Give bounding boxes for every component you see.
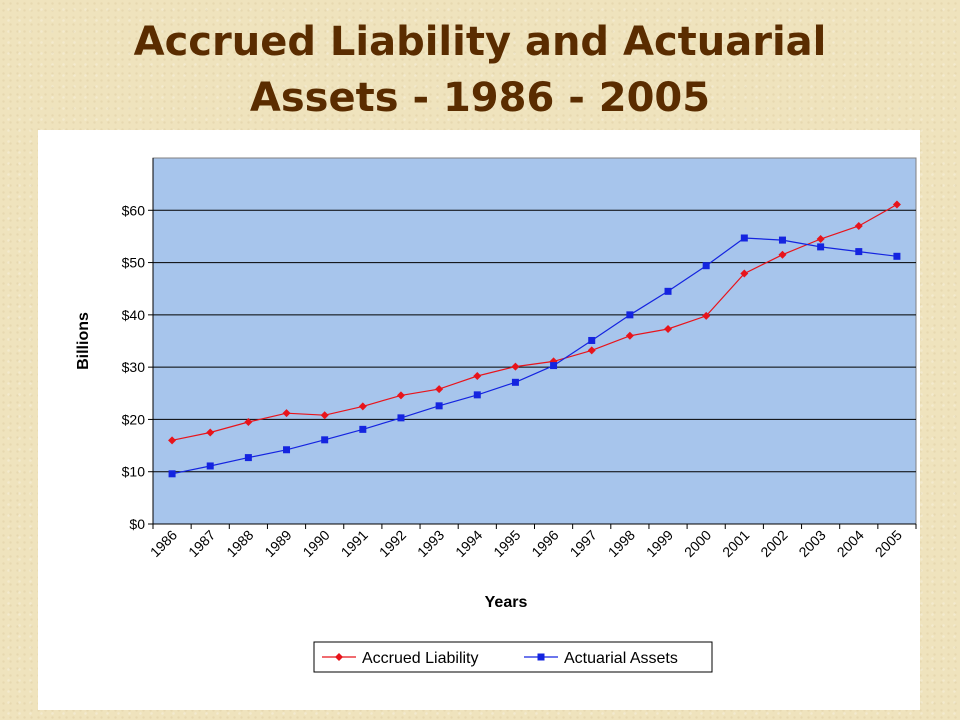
y-axis: $0 $10 $20 $30 $40 $50 $60: [122, 158, 154, 532]
x-tick-label: 1998: [605, 527, 638, 560]
data-point: [435, 402, 443, 410]
x-tick-label: 2000: [681, 527, 714, 560]
series-line: [171, 203, 898, 441]
x-tick-label: 2004: [834, 527, 867, 560]
data-point: [702, 262, 710, 270]
data-point: [359, 425, 367, 433]
data-point: [778, 250, 787, 259]
x-tick-label: 1992: [376, 527, 409, 560]
y-tick-label: $10: [122, 464, 146, 480]
data-point: [397, 414, 405, 422]
data-point: [320, 411, 329, 420]
x-tick-label: 2005: [872, 527, 905, 560]
legend: Accrued Liability Actuarial Assets: [313, 641, 713, 673]
data-point: [282, 409, 291, 418]
data-point: [892, 200, 901, 209]
data-point: [511, 378, 519, 386]
data-point: [206, 462, 214, 470]
x-axis: 1986 1987 1988 1989 1990 1991 1992 1993 1994 1995…: [147, 523, 917, 560]
data-point: [473, 372, 482, 381]
data-point: [702, 311, 711, 320]
x-tick-label: 1997: [567, 527, 600, 560]
x-tick-label: 2003: [795, 527, 828, 560]
data-point: [511, 362, 520, 371]
x-tick-label: 1987: [185, 527, 218, 560]
legend-label: Actuarial Assets: [564, 650, 678, 667]
y-tick-label: $30: [122, 359, 146, 375]
data-point: [168, 470, 176, 478]
data-point: [817, 243, 825, 251]
x-tick-label: 1995: [490, 527, 523, 560]
data-point: [855, 248, 863, 256]
x-tick-label: 1989: [261, 527, 294, 560]
line-chart: $0$10$20$30$40$50$60 1986 1987 1988 1989 199…: [75, 157, 917, 673]
slide-title-line-2: Assets - 1986 - 2005: [249, 75, 711, 121]
series-actuarial-assets: [168, 234, 901, 478]
y-axis-label: Billions: [75, 312, 92, 370]
legend-marker: [537, 653, 545, 661]
data-point: [740, 269, 749, 278]
series-layer: [168, 200, 901, 478]
data-point: [587, 346, 596, 355]
y-tick-label: $50: [122, 255, 146, 271]
y-tick-label: $0: [129, 516, 145, 532]
chart-panel: $0 $10 $20 $30 $40 $50 $60 1986 1987 1988 1989 199…: [38, 130, 920, 710]
data-point: [854, 221, 863, 230]
data-point: [283, 446, 291, 454]
data-point: [473, 391, 481, 399]
data-point: [626, 311, 634, 319]
data-point: [588, 336, 596, 344]
slide-title: Accrued Liability and Actuarial Assets -…: [0, 14, 960, 126]
slide-title-line-1: Accrued Liability and Actuarial: [133, 19, 827, 65]
gridlines: [153, 209, 916, 473]
x-tick-label: 1991: [338, 527, 371, 560]
data-point: [435, 385, 444, 394]
y-tick-label: $20: [122, 411, 146, 427]
plot-area: [152, 157, 917, 525]
legend-label: Accrued Liability: [362, 650, 479, 667]
x-tick-label: 2002: [757, 527, 790, 560]
data-point: [358, 402, 367, 411]
y-tick-label: $60: [122, 202, 146, 218]
series-accrued-liability: [168, 200, 901, 445]
series-line: [171, 237, 897, 475]
x-tick-label: 1996: [528, 527, 561, 560]
legend-box: [313, 641, 713, 673]
data-point: [321, 436, 329, 444]
data-point: [244, 454, 252, 462]
data-point: [893, 252, 901, 260]
x-axis-label: Years: [485, 594, 528, 611]
data-point: [778, 236, 786, 244]
data-point: [740, 234, 748, 242]
x-tick-label: 1988: [223, 527, 256, 560]
data-point: [816, 235, 825, 244]
data-point: [206, 428, 215, 437]
x-tick-label: 1999: [643, 527, 676, 560]
x-tick-label: 1986: [147, 527, 180, 560]
y-tick-label: $40: [122, 307, 146, 323]
data-point: [550, 362, 558, 370]
x-tick-label: 1993: [414, 527, 447, 560]
x-tick-label: 1990: [299, 527, 332, 560]
data-point: [625, 331, 634, 340]
x-tick-label: 2001: [719, 527, 752, 560]
data-point: [664, 287, 672, 295]
data-point: [168, 436, 177, 445]
data-point: [664, 324, 673, 333]
data-point: [244, 418, 253, 427]
x-tick-label: 1994: [452, 527, 485, 560]
data-point: [396, 391, 405, 400]
legend-marker: [335, 653, 343, 661]
